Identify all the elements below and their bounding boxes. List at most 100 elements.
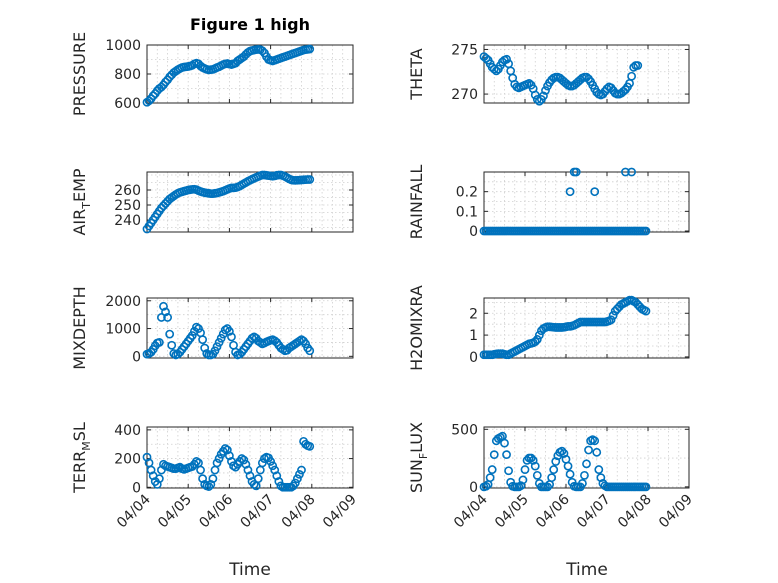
data-point (268, 461, 278, 471)
series-markers (479, 295, 651, 360)
axes-frame (483, 426, 690, 489)
data-point (165, 329, 175, 339)
data-point (154, 338, 164, 347)
x-tick-label: 04/05 (492, 492, 532, 532)
data-point (257, 458, 267, 468)
series-markers (142, 301, 315, 360)
data-point (481, 481, 491, 491)
y-tick-label: 500 (451, 422, 478, 438)
y-axis-label-main: H2OMIXRA (407, 285, 426, 371)
data-point (530, 461, 540, 471)
data-point (504, 466, 513, 476)
data-point (590, 187, 600, 197)
y-tick-label: 0.2 (456, 185, 478, 201)
y-axis-label-subscript: M (80, 441, 93, 451)
data-point (547, 473, 557, 483)
data-point (500, 438, 509, 448)
data-point (565, 469, 575, 479)
x-axis-label: Time (228, 560, 271, 580)
y-tick-label: 260 (114, 183, 141, 199)
data-point (633, 61, 643, 70)
axes-frame (483, 44, 690, 104)
x-tick-label: 04/07 (238, 492, 278, 532)
y-axis-label-main: MIXDEPTH (70, 286, 89, 369)
data-point (541, 86, 550, 95)
figure-title: Figure 1 high (190, 15, 310, 34)
data-point (187, 331, 197, 340)
series-markers (479, 52, 643, 106)
data-point (534, 96, 544, 106)
data-point (198, 335, 208, 345)
y-tick-label: 0 (132, 349, 141, 365)
data-point (266, 457, 275, 466)
y-axis-label: AIRTEMP (70, 168, 93, 235)
data-point (606, 315, 616, 325)
x-tick-label: 04/04 (451, 491, 491, 531)
y-tick-label: 1000 (105, 38, 141, 54)
x-tick-label: 04/09 (320, 492, 360, 532)
y-tick-label: 200 (114, 452, 141, 468)
data-point (214, 454, 224, 463)
axes-frame (146, 297, 354, 359)
x-tick-label: 04/06 (533, 491, 573, 531)
data-point (227, 332, 236, 342)
data-point (305, 44, 315, 54)
y-axis-label-subscript: T (80, 202, 93, 210)
data-point (641, 306, 651, 316)
data-point (154, 474, 164, 484)
data-point (257, 46, 267, 56)
axes-frame (146, 426, 354, 489)
x-axis-label: Time (565, 560, 608, 580)
data-point (224, 326, 234, 336)
y-axis-label-main: THETA (407, 48, 426, 100)
data-point (161, 307, 170, 317)
data-point (557, 446, 567, 456)
data-point (194, 324, 203, 333)
grid (483, 171, 690, 232)
data-point (489, 450, 499, 460)
data-point (229, 340, 238, 350)
data-point (159, 301, 168, 311)
y-axis-label: SUNFLUX (407, 422, 430, 493)
y-tick-label: 240 (114, 213, 141, 229)
data-point (530, 90, 540, 100)
data-point (530, 337, 540, 347)
data-point (301, 339, 311, 349)
subplot-4: 0 0.1 0.2 RAINFALL (407, 165, 690, 240)
subplot-5: 0 1000 2000 MIXDEPTH (70, 286, 354, 370)
data-point (239, 455, 249, 465)
data-point (212, 342, 222, 352)
y-axis-label-tail: EMP (70, 168, 89, 202)
y-axis-label: TERRMSL (70, 422, 93, 494)
data-point (608, 311, 618, 320)
data-point (621, 167, 630, 177)
data-point (290, 478, 300, 488)
y-tick-label: 0.1 (456, 204, 478, 220)
y-axis-label: PRESSURE (70, 32, 89, 116)
y-tick-label: 250 (114, 198, 141, 214)
data-point (580, 470, 589, 480)
data-point (305, 175, 315, 184)
data-point (520, 465, 530, 474)
series-markers (479, 431, 651, 492)
data-point (210, 465, 220, 475)
y-tick-label: 1000 (105, 322, 141, 338)
subplot-2: 270 275 THETA (407, 42, 690, 106)
y-tick-label: 0 (469, 224, 478, 240)
data-point (216, 333, 226, 343)
y-axis-label: THETA (407, 48, 426, 100)
x-tick-label: 04/05 (155, 492, 195, 532)
series-markers (142, 436, 315, 492)
y-tick-label: 1 (469, 328, 478, 344)
x-tick-label: 04/07 (574, 492, 614, 532)
x-tick-label: 04/08 (279, 492, 319, 532)
data-point (543, 482, 552, 492)
data-point (487, 465, 497, 474)
data-point (571, 167, 581, 177)
series-markers (142, 170, 315, 234)
data-point (200, 343, 210, 353)
y-tick-label: 0 (469, 480, 478, 496)
data-point (532, 335, 542, 344)
